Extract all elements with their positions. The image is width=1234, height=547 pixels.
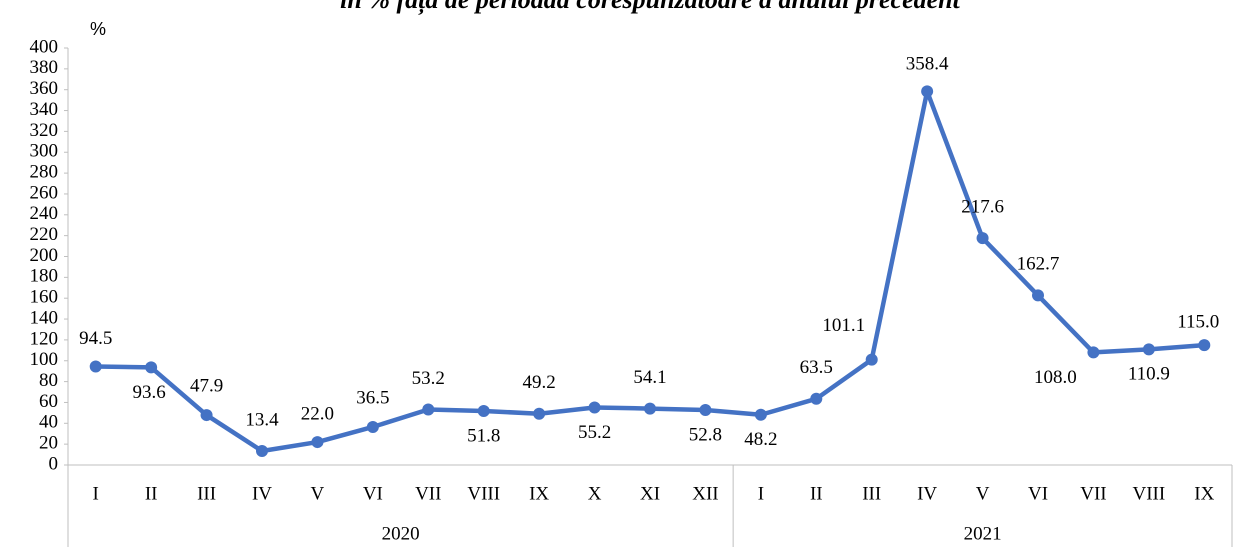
y-tick-label: 380 [30, 57, 59, 78]
data-label: 52.8 [689, 424, 722, 445]
x-tick-label: IX [1194, 483, 1214, 504]
data-label: 217.6 [961, 197, 1004, 218]
x-tick-label: VI [1028, 483, 1048, 504]
x-tick-label: IX [529, 483, 549, 504]
y-tick-label: 120 [30, 328, 59, 349]
y-tick-label: 0 [49, 453, 59, 474]
data-label: 94.5 [79, 328, 112, 349]
data-label: 63.5 [800, 357, 833, 378]
point [810, 392, 823, 405]
x-tick-label: V [976, 483, 990, 504]
point [89, 360, 102, 373]
data-label: 47.9 [190, 375, 223, 396]
y-tick-label: 340 [30, 99, 59, 120]
point [422, 403, 435, 416]
y-tick-label: 360 [30, 78, 59, 99]
y-axis-label: % [90, 19, 106, 39]
x-tick-label: VI [363, 483, 383, 504]
data-label: 53.2 [412, 368, 445, 389]
point [921, 85, 934, 98]
x-tick-label: II [810, 483, 823, 504]
data-label: 162.7 [1017, 254, 1060, 275]
x-tick-label: V [311, 483, 325, 504]
x-tick-label: XII [692, 483, 718, 504]
x-tick-label: I [758, 483, 764, 504]
y-tick-label: 220 [30, 224, 59, 245]
y-tick-label: 60 [39, 391, 58, 412]
data-label: 108.0 [1034, 367, 1077, 388]
point [533, 407, 546, 420]
data-label: 55.2 [578, 422, 611, 443]
data-label: 48.2 [744, 429, 777, 450]
data-label: 54.1 [633, 367, 666, 388]
group-label: 2021 [964, 523, 1002, 544]
y-tick-label: 40 [39, 412, 58, 433]
data-label: 93.6 [133, 382, 166, 403]
x-tick-label: VIII [467, 483, 500, 504]
point [588, 401, 601, 414]
y-tick-label: 260 [30, 182, 59, 203]
y-tick-label: 300 [30, 141, 59, 162]
x-tick-label: III [197, 483, 216, 504]
y-tick-label: 280 [30, 161, 59, 182]
x-tick-label: XI [640, 483, 660, 504]
data-label: 22.0 [301, 403, 334, 424]
y-tick-label: 320 [30, 120, 59, 141]
point [256, 445, 268, 458]
chart-title: în % față de perioada corespunzătoare a … [340, 0, 960, 15]
x-tick-label: VIII [1133, 483, 1166, 504]
y-tick-label: 180 [30, 266, 59, 287]
x-tick-label: VII [1080, 483, 1106, 504]
point [865, 353, 878, 366]
point [976, 232, 989, 245]
x-tick-label: I [93, 483, 99, 504]
point [1087, 346, 1100, 359]
point [366, 420, 379, 433]
y-tick-label: 100 [30, 349, 59, 370]
x-tick-label: III [862, 483, 881, 504]
point [1142, 343, 1155, 356]
y-tick-label: 140 [30, 307, 59, 328]
x-tick-label: X [588, 483, 602, 504]
y-tick-label: 400 [30, 36, 59, 57]
point [1032, 289, 1044, 302]
data-label: 115.0 [1177, 311, 1219, 332]
point [311, 436, 324, 449]
group-label: 2020 [382, 523, 420, 544]
x-tick-label: IV [252, 483, 272, 504]
y-tick-label: 200 [30, 245, 59, 266]
point [1198, 339, 1211, 352]
point [754, 408, 767, 421]
data-label: 36.5 [356, 387, 389, 408]
y-tick-label: 20 [39, 433, 58, 454]
point [200, 409, 213, 422]
y-tick-label: 240 [30, 203, 59, 224]
x-tick-label: IV [917, 483, 937, 504]
data-label: 110.9 [1128, 364, 1170, 385]
point [477, 404, 490, 417]
data-label: 101.1 [822, 315, 865, 336]
y-tick-label: 160 [30, 287, 59, 308]
point [145, 361, 158, 374]
data-label: 358.4 [906, 54, 949, 75]
point [699, 403, 712, 416]
x-tick-label: II [145, 483, 158, 504]
y-tick-label: 80 [39, 370, 58, 391]
x-tick-label: VII [415, 483, 441, 504]
data-label: 51.8 [467, 425, 500, 446]
data-label: 49.2 [523, 372, 556, 393]
data-label: 13.4 [245, 409, 279, 430]
point [644, 402, 656, 415]
